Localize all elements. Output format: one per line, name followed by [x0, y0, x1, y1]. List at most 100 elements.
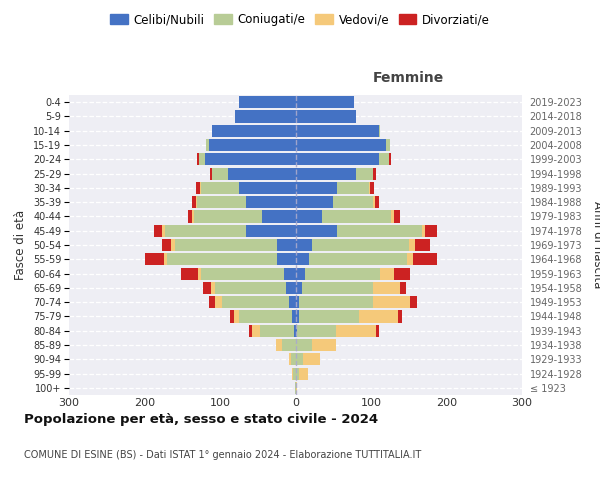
Bar: [413, 253, 437, 266]
Bar: [211, 282, 215, 294]
Bar: [373, 168, 376, 179]
Bar: [198, 268, 201, 280]
Bar: [375, 196, 379, 208]
Bar: [379, 153, 389, 166]
Bar: [192, 210, 194, 222]
Bar: [293, 368, 296, 380]
Bar: [303, 353, 320, 366]
Bar: [210, 168, 212, 179]
Bar: [289, 296, 296, 308]
Bar: [167, 253, 277, 266]
Bar: [369, 182, 370, 194]
Bar: [292, 368, 293, 380]
Bar: [276, 339, 282, 351]
Bar: [197, 196, 247, 208]
Bar: [221, 296, 289, 308]
Bar: [260, 324, 294, 337]
Bar: [262, 210, 296, 222]
Bar: [309, 253, 407, 266]
Bar: [296, 253, 309, 266]
Y-axis label: Fasce di età: Fasce di età: [14, 210, 28, 280]
Bar: [373, 282, 400, 294]
Bar: [296, 153, 379, 166]
Bar: [233, 310, 239, 322]
Bar: [296, 339, 312, 351]
Bar: [409, 239, 415, 251]
Bar: [203, 282, 211, 294]
Bar: [296, 310, 299, 322]
Bar: [175, 239, 277, 251]
Bar: [296, 239, 312, 251]
Bar: [296, 382, 297, 394]
Bar: [171, 239, 175, 251]
Bar: [206, 139, 209, 151]
Bar: [297, 324, 336, 337]
Bar: [337, 182, 369, 194]
Bar: [188, 210, 192, 222]
Bar: [235, 110, 296, 122]
Bar: [165, 224, 247, 237]
Y-axis label: Anni di nascita: Anni di nascita: [591, 202, 600, 288]
Bar: [284, 268, 296, 280]
Bar: [296, 282, 302, 294]
Bar: [145, 253, 164, 266]
Bar: [296, 96, 355, 108]
Bar: [394, 268, 410, 280]
Bar: [333, 196, 373, 208]
Bar: [192, 196, 196, 208]
Bar: [196, 196, 197, 208]
Bar: [296, 296, 299, 308]
Bar: [415, 239, 430, 251]
Bar: [248, 324, 253, 337]
Bar: [296, 268, 305, 280]
Bar: [312, 239, 409, 251]
Bar: [296, 168, 356, 179]
Bar: [209, 139, 296, 151]
Bar: [209, 296, 215, 308]
Bar: [376, 324, 379, 337]
Bar: [425, 224, 437, 237]
Bar: [194, 210, 262, 222]
Bar: [407, 253, 413, 266]
Text: Popolazione per età, sesso e stato civile - 2024: Popolazione per età, sesso e stato civil…: [24, 412, 378, 426]
Bar: [277, 253, 296, 266]
Bar: [253, 324, 260, 337]
Bar: [394, 210, 400, 222]
Bar: [162, 239, 171, 251]
Bar: [181, 268, 198, 280]
Bar: [239, 182, 296, 194]
Bar: [247, 224, 296, 237]
Bar: [386, 139, 390, 151]
Bar: [154, 224, 162, 237]
Bar: [302, 282, 373, 294]
Bar: [286, 282, 296, 294]
Bar: [337, 224, 422, 237]
Bar: [370, 182, 374, 194]
Bar: [296, 210, 322, 222]
Bar: [247, 196, 296, 208]
Bar: [373, 196, 375, 208]
Bar: [380, 268, 394, 280]
Bar: [227, 168, 296, 179]
Bar: [212, 168, 227, 179]
Bar: [196, 182, 200, 194]
Bar: [356, 168, 373, 179]
Bar: [359, 310, 398, 322]
Bar: [296, 124, 379, 137]
Bar: [199, 153, 205, 166]
Bar: [299, 310, 359, 322]
Bar: [215, 296, 221, 308]
Bar: [296, 182, 337, 194]
Bar: [200, 182, 201, 194]
Bar: [296, 224, 337, 237]
Bar: [391, 210, 394, 222]
Bar: [296, 324, 297, 337]
Bar: [289, 353, 291, 366]
Bar: [239, 310, 292, 322]
Bar: [400, 282, 406, 294]
Bar: [299, 296, 373, 308]
Bar: [373, 296, 410, 308]
Bar: [398, 310, 402, 322]
Bar: [215, 282, 286, 294]
Bar: [294, 324, 296, 337]
